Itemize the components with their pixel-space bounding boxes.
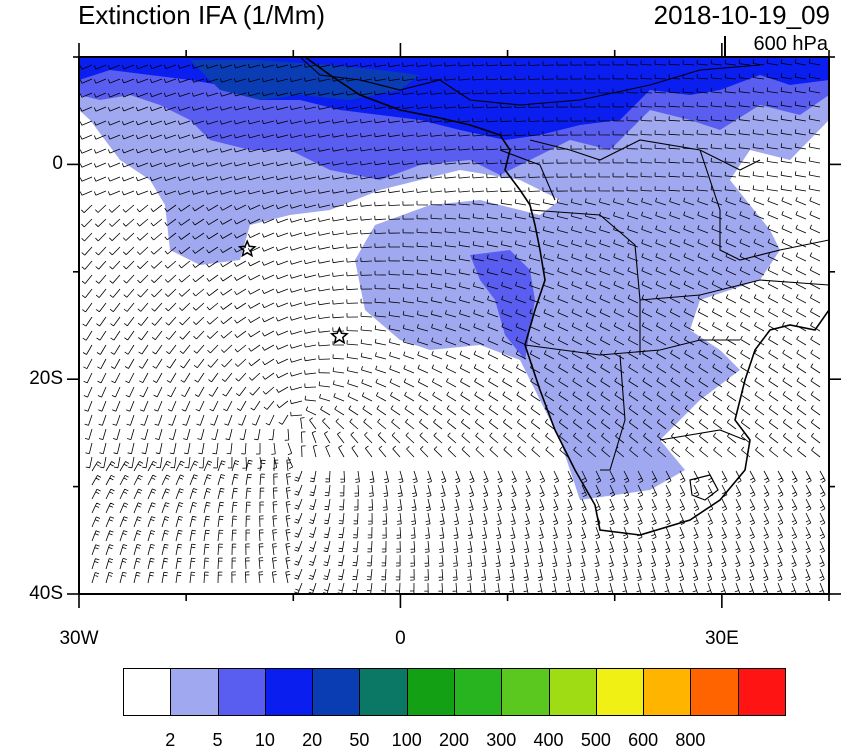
valid-time: 2018-10-19_09 (653, 0, 830, 30)
extinction-shading (79, 57, 829, 500)
shade-mid-coastal (470, 250, 535, 360)
colorbar-label: 2 (165, 730, 176, 750)
colorbar-label: 300 (486, 730, 517, 750)
colorbar-label: 500 (580, 730, 611, 750)
lon-tick-label: 30E (704, 628, 739, 649)
shade-low-west-patch (625, 215, 730, 290)
border-line (639, 279, 829, 301)
border-line (529, 139, 761, 171)
colorbar-label: 800 (675, 730, 706, 750)
border-line (529, 209, 641, 355)
colorbar-label: 400 (533, 730, 564, 750)
colorbar-label: 10 (254, 730, 275, 750)
colorbar-swatch (123, 668, 172, 716)
border-line (699, 149, 829, 261)
colorbar-label: 20 (302, 730, 323, 750)
border-line (600, 354, 626, 471)
border-line (499, 149, 556, 201)
colorbar-label: 5 (212, 730, 223, 750)
colorbar-swatch (690, 668, 739, 716)
star-marker (237, 239, 257, 258)
colorbar-swatch (454, 668, 503, 716)
colorbar-swatch (170, 668, 219, 716)
lon-tick-label: 0 (395, 628, 406, 649)
lat-tick-label: 20S (29, 368, 63, 390)
border-line (659, 429, 746, 441)
lat-tick-label: 40S (29, 583, 63, 604)
colorbar-swatch (643, 668, 692, 716)
colorbar-swatch (595, 668, 645, 716)
lat-tick-label: 0 (52, 153, 63, 175)
site-markers (237, 239, 349, 345)
map-title: Extinction IFA (1/Mm) (78, 0, 326, 30)
country-borders (299, 57, 829, 471)
colorbar-label: 200 (438, 730, 470, 750)
level-tick-mark (724, 36, 726, 58)
coastlines (304, 57, 829, 536)
lon-tick-label: 30W (59, 628, 99, 649)
colorbar-swatch (501, 668, 550, 716)
pressure-level: 600 hPa (753, 33, 828, 55)
border-line (524, 339, 740, 356)
colorbar-label: 50 (349, 730, 370, 750)
colorbar-swatch (548, 668, 597, 716)
colorbar-swatch (359, 668, 408, 716)
colorbar-swatch (406, 668, 455, 716)
colorbar-swatch (312, 668, 361, 716)
colorbar-swatch (217, 668, 266, 716)
colorbar-swatch (264, 668, 314, 716)
madagascar-coastline (689, 474, 719, 501)
africa-coastline (304, 57, 829, 536)
colorbar-label: 600 (628, 730, 659, 750)
wind-barbs (79, 59, 826, 594)
plot-frame (78, 56, 830, 595)
colorbar-label: 100 (391, 730, 422, 750)
axis-ticks (67, 43, 841, 608)
shade-low-band (79, 57, 829, 500)
colorbar-swatch (737, 668, 786, 716)
star-marker (329, 326, 349, 345)
border-line (299, 57, 761, 106)
wind-barb-field (79, 59, 826, 594)
